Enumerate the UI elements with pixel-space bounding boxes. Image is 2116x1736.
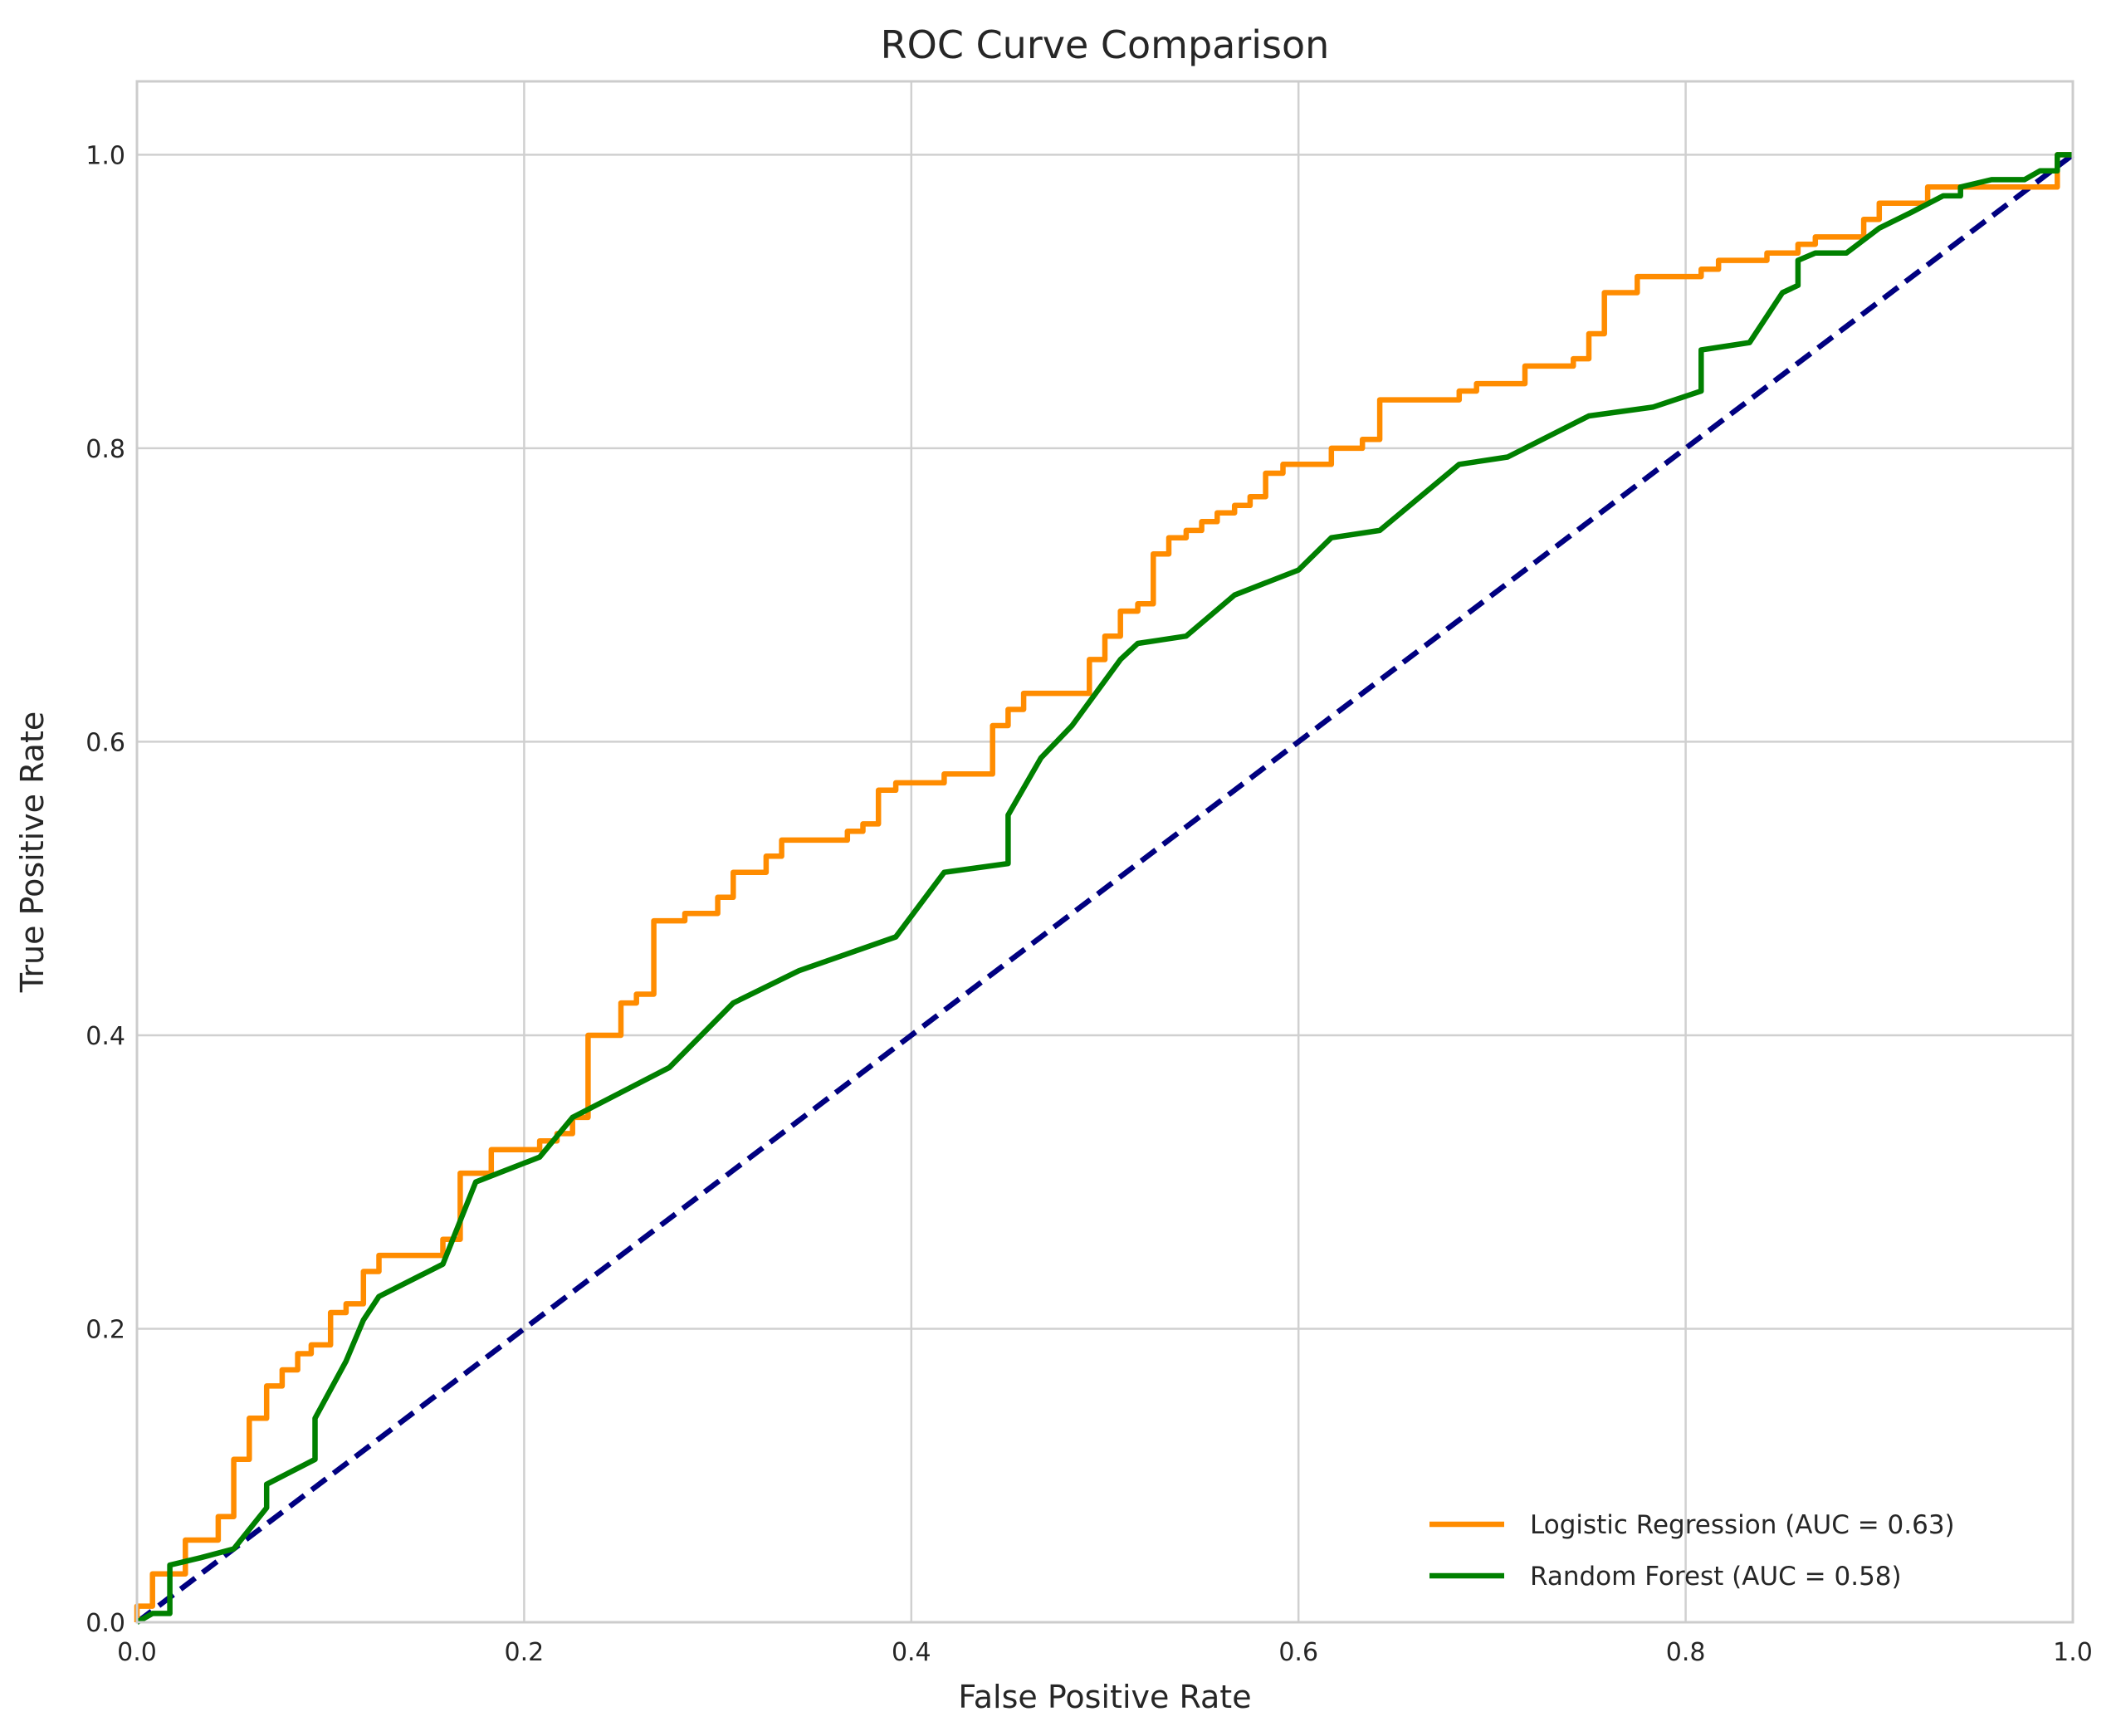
y-tick-label-5: 1.0 xyxy=(86,141,125,170)
y-axis-label: True Positive Rate xyxy=(14,712,51,994)
chart-title: ROC Curve Comparison xyxy=(881,22,1330,67)
plot-frame xyxy=(135,80,2074,1624)
x-tick-label-2: 0.4 xyxy=(892,1638,931,1667)
x-tick-label-3: 0.6 xyxy=(1278,1638,1318,1667)
series-line-logistic-regression xyxy=(134,152,2073,1622)
x-tick-label-1: 0.2 xyxy=(505,1638,545,1667)
y-tick-label-4: 0.8 xyxy=(86,435,125,464)
legend-label-logistic-regression: Logistic Regression (AUC = 0.63) xyxy=(1530,1510,1955,1540)
baseline-diagonal xyxy=(135,152,2074,1625)
series-lines xyxy=(134,152,2074,1625)
legend: Logistic Regression (AUC = 0.63) Random … xyxy=(1429,1510,1955,1592)
y-tick-label-3: 0.6 xyxy=(86,728,125,757)
x-tick-label-0: 0.0 xyxy=(117,1638,157,1667)
tick-labels: 0.0 0.2 0.4 0.6 0.8 1.0 0.0 0.2 0.4 0.6 0.8 1.0 xyxy=(86,141,2093,1667)
grid-lines xyxy=(135,81,2074,1624)
series-line-random-forest xyxy=(135,152,2073,1625)
y-tick-label-0: 0.0 xyxy=(86,1609,125,1638)
y-tick-label-1: 0.2 xyxy=(86,1315,125,1344)
x-tick-label-5: 1.0 xyxy=(2053,1638,2093,1667)
legend-label-random-forest: Random Forest (AUC = 0.58) xyxy=(1530,1562,1902,1592)
x-axis-label: False Positive Rate xyxy=(958,1679,1251,1715)
y-tick-label-2: 0.4 xyxy=(86,1022,125,1051)
x-tick-label-4: 0.8 xyxy=(1666,1638,1706,1667)
